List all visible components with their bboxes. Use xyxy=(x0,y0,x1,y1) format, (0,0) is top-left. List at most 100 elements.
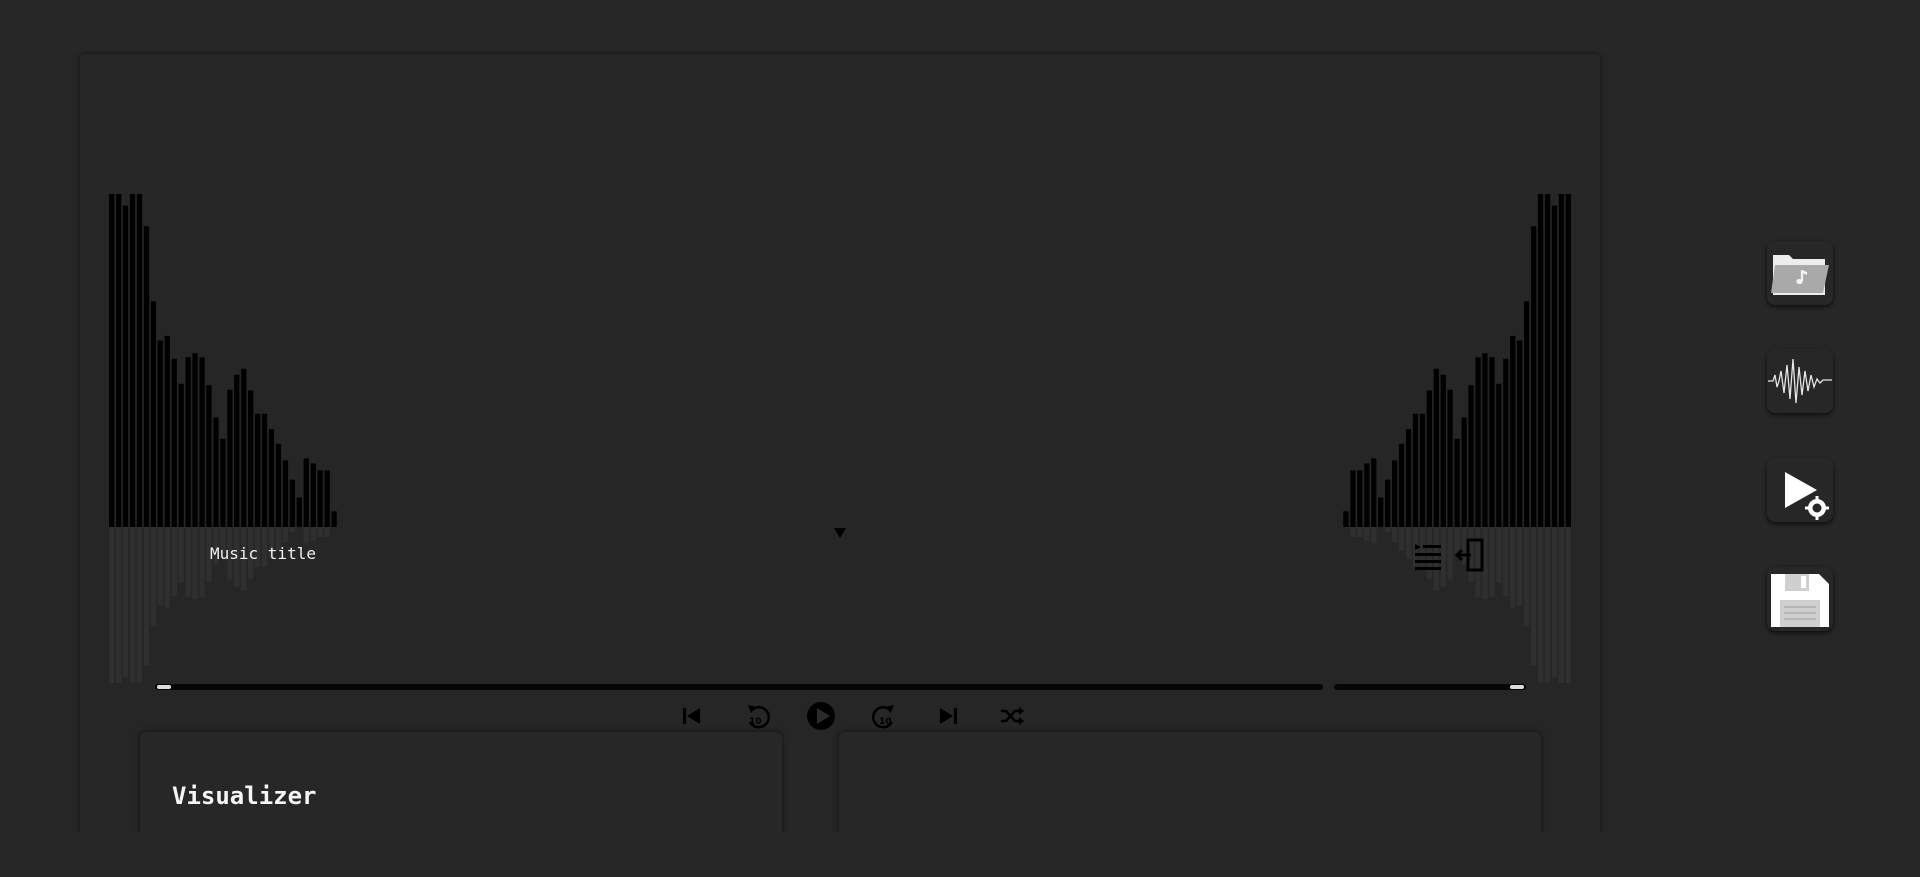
spectrum-bar-reflection xyxy=(255,527,261,567)
spectrum-bar xyxy=(1398,443,1405,528)
spectrum-bar-reflection xyxy=(1447,527,1453,580)
volume-slider[interactable] xyxy=(1334,684,1526,690)
spectrum-bar xyxy=(296,497,302,527)
spectrum-bar-reflection xyxy=(1551,527,1558,677)
spectrum-bar-reflection xyxy=(1503,527,1509,596)
spectrum-bar-reflection xyxy=(192,527,198,599)
spectrum-bar-reflection xyxy=(261,527,268,567)
spectrum-bar-reflection xyxy=(1357,527,1363,537)
music-folder-icon xyxy=(1771,255,1829,295)
rewind-10-button[interactable]: 10 xyxy=(745,702,771,730)
spectrum-bar xyxy=(129,194,136,527)
spectrum-bar xyxy=(1544,194,1551,527)
spectrum-bar xyxy=(150,301,156,527)
spectrum-bar-reflection xyxy=(1440,527,1446,588)
spectrum-bar xyxy=(157,340,163,527)
music-title: Music title xyxy=(210,544,316,563)
spectrum-bar xyxy=(255,413,261,527)
caret-down-icon[interactable] xyxy=(833,527,847,539)
spectrum-bar-reflection xyxy=(324,527,330,537)
spectrum-bar xyxy=(213,417,219,527)
spectrum-bar xyxy=(1447,389,1453,527)
previous-button[interactable] xyxy=(682,706,702,726)
spectrum-bar xyxy=(1468,385,1474,527)
spectrum-bar xyxy=(185,357,191,527)
spectrum-bar xyxy=(199,357,205,527)
spectrum-bar-reflection xyxy=(289,527,295,532)
spectrum-bar-reflection xyxy=(1454,527,1460,554)
spectrum-bar xyxy=(303,458,309,527)
spectrum-bar-reflection xyxy=(143,527,150,666)
spectrum-bar xyxy=(268,429,275,527)
spectrum-bar xyxy=(317,470,323,527)
spectrum-bar-reflection xyxy=(109,527,115,683)
playlist-icon[interactable] xyxy=(1414,542,1442,570)
spectrum-bar xyxy=(1405,429,1412,527)
spectrum-bar xyxy=(1343,511,1349,527)
spectrum-bar xyxy=(1524,301,1530,527)
spectrum-bar-reflection xyxy=(1419,527,1426,567)
spectrum-bar xyxy=(206,385,212,527)
spectrum-bar-reflection xyxy=(1433,527,1439,591)
spectrum-bar xyxy=(164,335,170,527)
spectrum-bar-reflection xyxy=(1544,527,1551,683)
spectrum-bar-reflection xyxy=(1364,527,1370,541)
spectrum-bar-reflection xyxy=(1489,527,1495,597)
next-button[interactable] xyxy=(938,706,958,726)
spectrum-bar xyxy=(178,383,184,527)
spectrum-bar-reflection xyxy=(1350,527,1356,537)
spectrum-bar xyxy=(1489,357,1495,527)
spectrum-bar-reflection xyxy=(213,527,219,565)
spectrum-bar xyxy=(1503,358,1509,527)
play-button[interactable] xyxy=(806,701,836,731)
spectrum-bar xyxy=(116,194,122,527)
spectrum-bar-reflection xyxy=(185,527,191,597)
spectrum-bar xyxy=(248,390,254,527)
volume-handle[interactable] xyxy=(1510,685,1524,689)
seek-bar[interactable] xyxy=(155,684,1323,690)
spectrum-bar-reflection xyxy=(234,527,240,588)
spectrum-bar-reflection xyxy=(171,527,177,596)
forward-10-button[interactable]: 10 xyxy=(871,702,897,730)
seek-handle[interactable] xyxy=(157,685,171,689)
spectrum-bar xyxy=(220,438,226,527)
spectrum-bar-reflection xyxy=(1371,527,1377,544)
spectrum-bar xyxy=(1364,463,1370,527)
spectrum-bar xyxy=(227,389,233,527)
open-folder-button[interactable] xyxy=(1767,241,1833,305)
spectrum-bar xyxy=(1510,335,1516,527)
spectrum-bar xyxy=(192,353,198,527)
spectrum-bar-reflection xyxy=(317,527,323,537)
spectrum-bar-reflection xyxy=(1558,527,1565,683)
spectrum-bar xyxy=(261,413,268,527)
exit-icon[interactable] xyxy=(1455,538,1485,572)
save-button[interactable] xyxy=(1767,567,1833,631)
spectrum-bar xyxy=(1558,194,1565,527)
play-settings-button[interactable] xyxy=(1767,458,1833,522)
spectrum-bar-reflection xyxy=(206,527,212,582)
shuffle-button[interactable] xyxy=(1000,706,1024,726)
spectrum-bar-reflection xyxy=(1385,527,1391,532)
spectrum-bar-reflection xyxy=(1392,527,1398,543)
svg-text:10: 10 xyxy=(879,717,892,727)
page-footer-area xyxy=(0,832,1920,877)
spectrum-bar-reflection xyxy=(199,527,205,597)
spectrum-bar-reflection xyxy=(129,527,136,683)
spectrum-bar-reflection xyxy=(1461,527,1467,565)
spectrum-bar xyxy=(143,226,150,528)
spectrum-bar xyxy=(289,479,295,527)
spectrum-bar-reflection xyxy=(220,527,226,554)
spectrum-bar xyxy=(1371,458,1377,527)
spectrum-bar xyxy=(109,194,115,527)
spectrum-bar-reflection xyxy=(1524,527,1530,627)
spectrum-bar xyxy=(1482,353,1488,527)
spectrum-bar xyxy=(1565,194,1571,527)
spectrum-bar xyxy=(1357,470,1363,527)
spectrum-bar-reflection xyxy=(150,527,156,627)
spectrum-bar xyxy=(1517,340,1523,527)
spectrum-bar-reflection xyxy=(178,527,184,583)
spectrum-bar xyxy=(1426,390,1432,527)
spectrum-bar xyxy=(1454,438,1460,527)
waveform-button[interactable] xyxy=(1767,349,1833,413)
spectrum-bar xyxy=(1419,413,1426,527)
